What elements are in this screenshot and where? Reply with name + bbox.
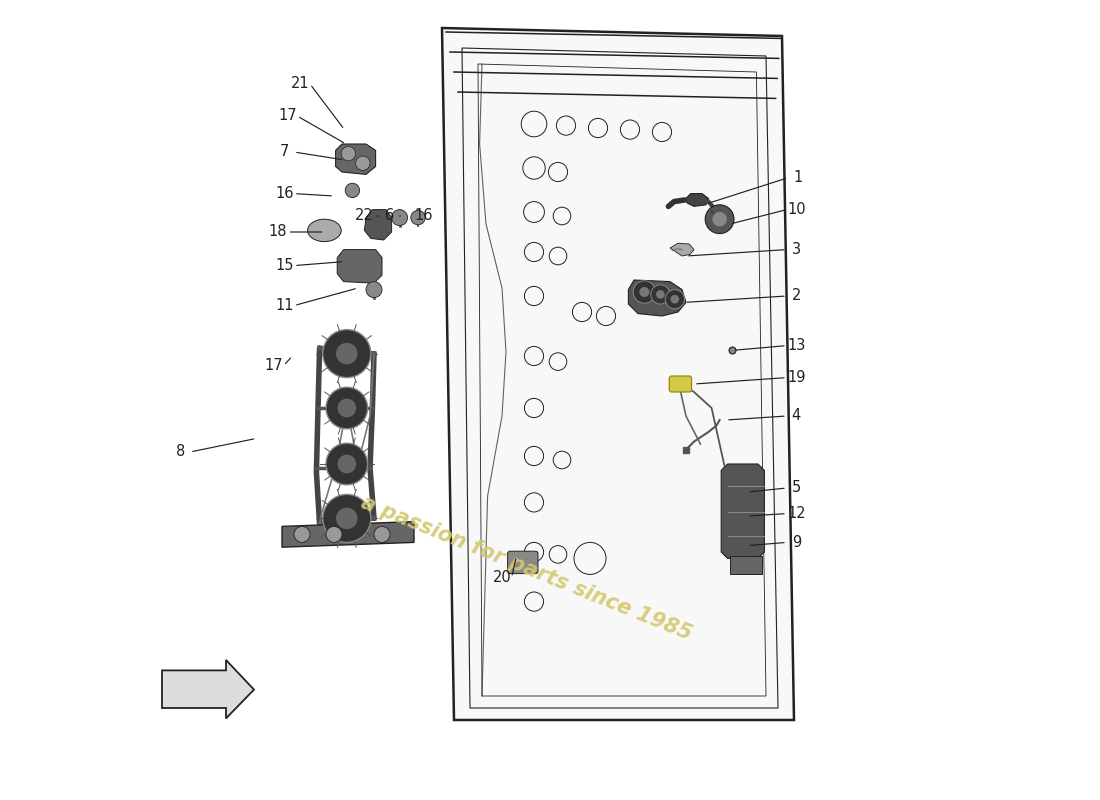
Circle shape [666,290,684,309]
Circle shape [338,398,356,418]
Circle shape [326,387,367,429]
Circle shape [410,210,426,225]
Text: a passion for parts since 1985: a passion for parts since 1985 [358,492,694,644]
Text: 17: 17 [278,109,297,123]
Polygon shape [282,522,414,547]
Text: 19: 19 [788,370,805,385]
Polygon shape [162,660,254,718]
Circle shape [326,526,342,542]
Circle shape [322,330,371,378]
Text: 5: 5 [792,481,801,495]
FancyBboxPatch shape [507,551,538,574]
Circle shape [326,443,367,485]
Text: 21: 21 [292,77,310,91]
Polygon shape [338,250,382,283]
Text: 1: 1 [793,170,803,185]
FancyBboxPatch shape [669,376,692,392]
Text: 9: 9 [792,535,801,550]
Text: 11: 11 [275,298,294,313]
Circle shape [366,282,382,298]
Text: 7: 7 [279,145,289,159]
Text: 3: 3 [792,242,801,257]
Ellipse shape [308,219,341,242]
Text: 16: 16 [415,209,433,223]
Polygon shape [442,28,794,720]
Circle shape [338,454,356,474]
Circle shape [634,281,656,303]
Circle shape [355,156,370,170]
Text: 12: 12 [788,506,805,521]
Circle shape [294,526,310,542]
Polygon shape [722,464,764,558]
Circle shape [392,210,408,226]
Polygon shape [628,280,686,316]
Text: 18: 18 [268,225,287,239]
Circle shape [705,205,734,234]
Polygon shape [670,243,694,256]
Circle shape [374,526,390,542]
Text: 6: 6 [385,209,395,223]
Text: 22: 22 [355,209,374,223]
Polygon shape [336,144,375,174]
Text: 16: 16 [275,186,294,201]
Text: 8: 8 [176,445,185,459]
Text: 17: 17 [265,358,284,373]
Text: 13: 13 [788,338,805,353]
Circle shape [671,295,679,303]
Circle shape [336,508,358,530]
Polygon shape [364,210,392,240]
Text: 15: 15 [275,258,294,273]
Text: 10: 10 [788,202,805,217]
Circle shape [656,290,664,298]
Circle shape [322,494,371,542]
Text: 2: 2 [792,289,801,303]
Text: 4: 4 [792,409,801,423]
Circle shape [713,212,727,226]
Text: 20: 20 [493,570,512,585]
Polygon shape [684,194,708,206]
Circle shape [651,285,670,304]
Circle shape [345,183,360,198]
Polygon shape [730,556,762,574]
Circle shape [341,146,355,161]
Circle shape [336,342,358,364]
Circle shape [639,287,649,297]
